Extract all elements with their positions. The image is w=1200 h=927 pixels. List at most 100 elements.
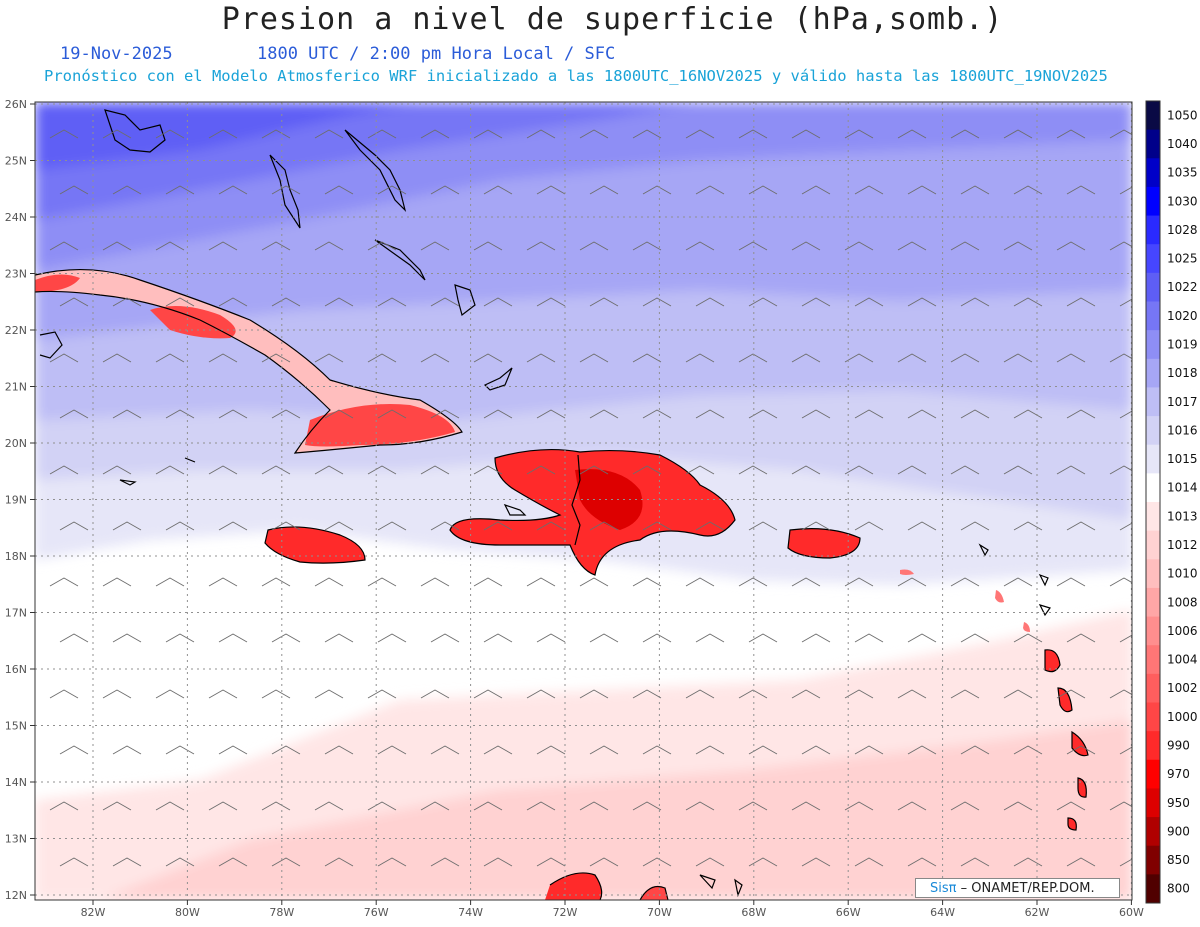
colorbar-label-1050: 1050 xyxy=(1167,108,1198,122)
colorbar-label-1012: 1012 xyxy=(1167,538,1198,552)
colorbar-label-990: 990 xyxy=(1167,738,1190,752)
lon-label-60w: 60W xyxy=(1119,906,1144,919)
colorbar-label-1022: 1022 xyxy=(1167,280,1198,294)
latitude-labels: 26N 25N 24N 23N 22N 21N 20N 19N 18N 17N 16N 15N 14N 1… xyxy=(5,98,27,902)
lon-label-82w: 82W xyxy=(81,906,106,919)
lon-label-66w: 66W xyxy=(836,906,861,919)
colorbar-label-1028: 1028 xyxy=(1167,223,1198,237)
lat-label-19n: 19N xyxy=(5,494,27,507)
colorbar-swatch-1014 xyxy=(1146,473,1160,503)
model-info: Pronóstico con el Modelo Atmosferico WRF… xyxy=(44,67,1108,85)
colorbar-swatch-1012 xyxy=(1146,530,1160,560)
pressure-field xyxy=(35,102,1132,900)
lon-label-64w: 64W xyxy=(930,906,955,919)
colorbar-swatch-1018 xyxy=(1146,358,1160,388)
colorbar-label-1040: 1040 xyxy=(1167,137,1198,151)
credit-box: Sisπ – ONAMET/REP.DOM. xyxy=(915,878,1120,898)
colorbar-label-950: 950 xyxy=(1167,796,1190,810)
colorbar-swatch-1008 xyxy=(1146,587,1160,618)
lon-label-72w: 72W xyxy=(553,906,578,919)
colorbar-label-1013: 1013 xyxy=(1167,509,1198,523)
lat-label-18n: 18N xyxy=(5,550,27,563)
lat-label-16n: 16N xyxy=(5,663,27,676)
coastlines xyxy=(35,109,1089,900)
colorbar-label-970: 970 xyxy=(1167,767,1190,781)
lon-label-76w: 76W xyxy=(364,906,389,919)
brand-logo-text: Sisπ xyxy=(930,881,957,896)
colorbar-swatch-1004 xyxy=(1146,645,1160,675)
colorbar-swatch-1030 xyxy=(1146,186,1160,217)
colorbar-swatch-1000 xyxy=(1146,702,1160,732)
colorbar-swatch-1006 xyxy=(1146,616,1160,646)
colorbar-label-1010: 1010 xyxy=(1167,567,1198,581)
colorbar-label-1035: 1035 xyxy=(1167,166,1198,180)
lat-label-14n: 14N xyxy=(5,776,27,789)
colorbar-label-1014: 1014 xyxy=(1167,481,1198,495)
colorbar-label-1030: 1030 xyxy=(1167,194,1198,208)
map-frame xyxy=(34,101,1133,901)
colorbar-swatch-1013 xyxy=(1146,502,1160,532)
wind-barbs xyxy=(49,129,1132,867)
colorbar-swatch-1040 xyxy=(1146,129,1160,159)
colorbar-label-1016: 1016 xyxy=(1167,423,1198,437)
colorbar-swatch-800 xyxy=(1146,874,1160,904)
colorbar-label-1002: 1002 xyxy=(1167,681,1198,695)
axis-ticks xyxy=(30,103,1132,905)
lon-label-68w: 68W xyxy=(741,906,766,919)
colorbar-swatch-900 xyxy=(1146,817,1160,847)
colorbar-swatch-850 xyxy=(1146,845,1160,875)
lat-label-12n: 12N xyxy=(5,889,27,902)
colorbar-label-800: 800 xyxy=(1167,882,1190,896)
colorbar-swatch-1022 xyxy=(1146,272,1160,302)
lon-label-62w: 62W xyxy=(1025,906,1050,919)
map-title: Presion a nivel de superficie (hPa,somb.… xyxy=(221,2,1004,37)
colorbar-swatch-1017 xyxy=(1146,387,1160,417)
lat-label-15n: 15N xyxy=(5,720,27,733)
lat-label-13n: 13N xyxy=(5,833,27,846)
lat-lon-grid xyxy=(35,102,1132,900)
colorbar-label-1004: 1004 xyxy=(1167,653,1198,667)
pressure-colorbar: 1050 1040 1035 1030 1028 1025 1022 1020 1019 1018… xyxy=(1145,100,1198,904)
lat-label-22n: 22N xyxy=(5,324,27,337)
colorbar-label-1000: 1000 xyxy=(1167,710,1198,724)
colorbar-swatch-1035 xyxy=(1146,158,1160,188)
colorbar-label-1017: 1017 xyxy=(1167,395,1198,409)
forecast-date: 19-Nov-2025 xyxy=(60,44,173,64)
lat-label-21n: 21N xyxy=(5,381,27,394)
colorbar-swatch-1050 xyxy=(1146,101,1160,131)
colorbar-swatch-1025 xyxy=(1146,244,1160,274)
colorbar-label-1020: 1020 xyxy=(1167,309,1198,323)
colorbar-label-850: 850 xyxy=(1167,853,1190,867)
colorbar-label-1006: 1006 xyxy=(1167,624,1198,638)
lat-label-20n: 20N xyxy=(5,437,27,450)
lat-label-25n: 25N xyxy=(5,155,27,168)
colorbar-label-1018: 1018 xyxy=(1167,366,1198,380)
lon-label-74w: 74W xyxy=(458,906,483,919)
lon-label-80w: 80W xyxy=(175,906,200,919)
lat-label-26n: 26N xyxy=(5,98,27,111)
colorbar-swatch-1010 xyxy=(1146,559,1160,589)
colorbar-swatch-1015 xyxy=(1146,444,1160,474)
colorbar-swatch-1020 xyxy=(1146,301,1160,331)
colorbar-label-1015: 1015 xyxy=(1167,452,1198,466)
lon-label-78w: 78W xyxy=(269,906,294,919)
colorbar-swatch-970 xyxy=(1146,759,1160,789)
colorbar-label-900: 900 xyxy=(1167,824,1190,838)
longitude-labels: 82W 80W 78W 76W 74W 72W 70W 68W 66W 64W 62W 60W xyxy=(81,906,1144,919)
lat-label-17n: 17N xyxy=(5,607,27,620)
colorbar-swatch-1019 xyxy=(1146,330,1160,360)
colorbar-label-1008: 1008 xyxy=(1167,595,1198,609)
colorbar-swatch-950 xyxy=(1146,788,1160,818)
low-pressure-land xyxy=(35,269,1088,900)
colorbar-label-1025: 1025 xyxy=(1167,252,1198,266)
lat-label-23n: 23N xyxy=(5,268,27,281)
colorbar-swatch-1028 xyxy=(1146,215,1160,245)
colorbar-swatch-990 xyxy=(1146,731,1160,761)
lon-label-70w: 70W xyxy=(647,906,672,919)
lat-label-24n: 24N xyxy=(5,211,27,224)
colorbar-swatch-1016 xyxy=(1146,416,1160,446)
colorbar-label-1019: 1019 xyxy=(1167,337,1198,351)
forecast-time: 1800 UTC / 2:00 pm Hora Local / SFC xyxy=(257,44,616,64)
colorbar-swatch-1002 xyxy=(1146,673,1160,703)
